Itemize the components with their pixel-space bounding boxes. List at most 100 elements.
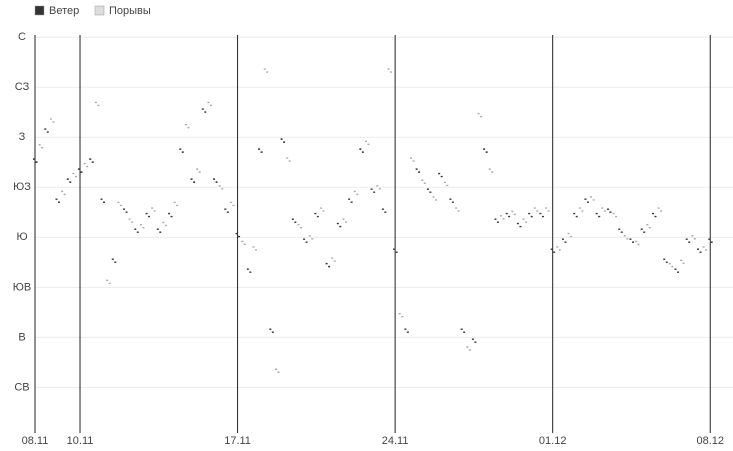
wind-mark: [460, 328, 466, 333]
y-tick-label: В: [18, 331, 25, 343]
wind-mark: [623, 235, 629, 240]
wind-mark: [314, 212, 319, 218]
wind-mark: [123, 208, 128, 213]
wind-mark: [190, 178, 196, 183]
wind-mark: [117, 201, 122, 207]
x-tick-label: 08.12: [696, 435, 724, 447]
wind-mark: [331, 257, 336, 262]
wind-mark: [139, 224, 145, 229]
legend-swatch[interactable]: [34, 5, 45, 16]
wind-mark: [201, 108, 207, 113]
wind-mark: [280, 138, 286, 143]
wind-mark: [319, 207, 325, 212]
wind-mark: [584, 198, 589, 203]
x-tick-label: 08.11: [22, 435, 49, 447]
wind-mark: [151, 207, 156, 212]
wind-mark: [49, 118, 55, 123]
wind-mark: [443, 181, 449, 187]
wind-mark: [128, 218, 134, 223]
wind-mark: [184, 123, 190, 129]
wind-mark: [516, 222, 522, 228]
wind-mark: [353, 190, 359, 196]
wind-mark: [376, 185, 381, 190]
legend-label[interactable]: Порывы: [109, 5, 151, 17]
wind-mark: [78, 168, 83, 173]
wind-mark: [308, 235, 314, 240]
wind-mark: [494, 218, 499, 223]
wind-mark: [696, 248, 702, 253]
wind-mark: [106, 279, 111, 285]
wind-mark: [663, 258, 668, 263]
wind-mark: [61, 190, 66, 196]
wind-mark: [83, 162, 89, 168]
wind-mark: [72, 172, 77, 178]
wind-mark: [528, 212, 533, 218]
wind-mark: [168, 212, 173, 218]
y-tick-label: З: [19, 131, 26, 143]
wind-mark: [162, 221, 167, 227]
wind-mark: [595, 212, 601, 218]
wind-mark: [522, 218, 528, 223]
wind-mark: [511, 210, 516, 216]
wind-mark: [410, 157, 415, 162]
wind-mark: [702, 246, 708, 251]
wind-mark: [477, 112, 483, 118]
wind-mark: [573, 212, 578, 218]
wind-mark: [500, 215, 505, 220]
wind-mark: [207, 101, 212, 107]
wind-mark: [342, 218, 347, 223]
wind-mark: [224, 208, 229, 213]
wind-mark: [567, 232, 573, 238]
wind-mark: [218, 185, 224, 190]
wind-mark: [668, 262, 674, 268]
wind-mark: [685, 238, 691, 243]
wind-mark: [657, 207, 663, 212]
wind-mark: [612, 212, 618, 218]
wind-mark: [252, 246, 257, 251]
wind-mark: [635, 240, 640, 246]
wind-mark: [455, 207, 460, 212]
x-tick-label: 01.12: [539, 435, 567, 447]
legend-swatch[interactable]: [94, 5, 105, 16]
legend-label[interactable]: Ветер: [49, 5, 79, 17]
wind-mark: [398, 312, 404, 318]
wind-mark: [235, 232, 241, 238]
wind-mark: [601, 207, 606, 212]
wind-mark: [651, 212, 657, 218]
wind-mark: [550, 248, 556, 253]
wind-mark: [196, 168, 201, 173]
y-tick-label: СЗ: [15, 81, 30, 93]
wind-mark: [381, 208, 387, 213]
wind-mark: [111, 258, 117, 263]
y-tick-label: ЮЗ: [13, 181, 31, 193]
wind-mark: [274, 368, 280, 373]
wind-mark: [263, 68, 269, 73]
wind-mark: [348, 198, 353, 203]
wind-mark: [421, 179, 426, 184]
wind-mark: [55, 198, 61, 203]
wind-mark: [533, 207, 539, 212]
wind-mark: [466, 346, 471, 351]
wind-mark: [404, 328, 409, 333]
y-tick-label: ЮВ: [13, 281, 31, 293]
wind-mark: [246, 268, 252, 273]
wind-mark: [364, 140, 370, 146]
wind-mark: [618, 228, 623, 233]
wind-mark: [590, 196, 595, 201]
wind-mark: [286, 157, 291, 162]
wind-mark: [426, 188, 432, 193]
wind-mark: [291, 218, 297, 223]
wind-mark: [556, 246, 561, 251]
wind-mark: [269, 328, 274, 333]
wind-mark: [640, 228, 646, 233]
wind-mark: [646, 224, 651, 229]
wind-mark: [100, 198, 106, 203]
y-tick-label: С: [18, 31, 26, 43]
wind-mark: [297, 224, 302, 229]
wind-mark: [229, 201, 235, 207]
wind-mark: [449, 198, 454, 203]
wind-mark: [578, 207, 584, 212]
wind-mark: [303, 238, 308, 243]
